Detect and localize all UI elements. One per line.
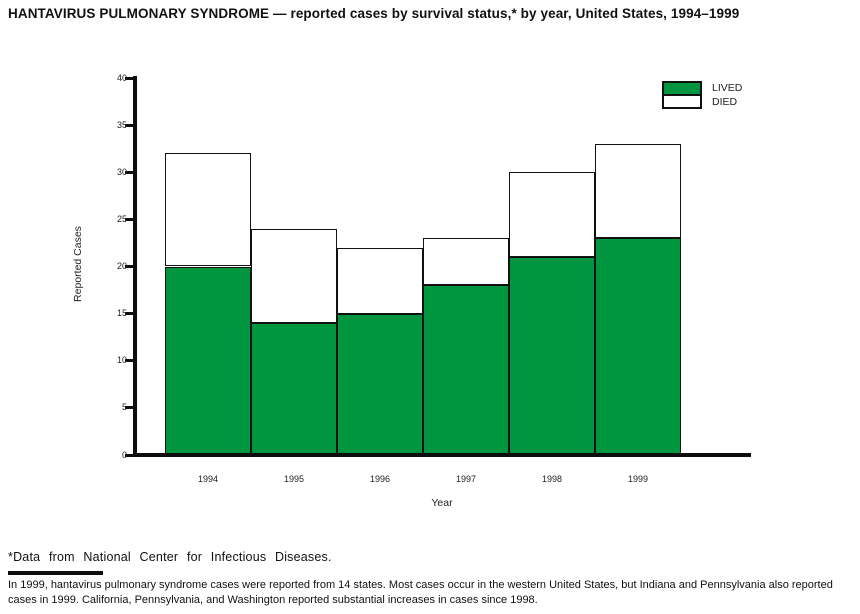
bar-1999-lived	[595, 238, 681, 455]
y-axis-tick-label: 0	[121, 449, 127, 460]
legend-label-died: DIED	[712, 96, 738, 108]
x-axis-tick-label: 1999	[627, 474, 649, 484]
y-axis-tick-label: 5	[121, 402, 127, 413]
bar-1994-died	[165, 153, 251, 267]
y-axis-tick-label: 10	[116, 355, 127, 366]
data-source-footnote: *Data from National Center for Infectiou…	[8, 550, 332, 564]
y-axis-tick-label: 20	[116, 261, 127, 271]
y-axis-tick-label: 25	[116, 213, 127, 224]
y-axis-tick	[125, 170, 133, 174]
y-axis-tick-label: 15	[116, 308, 127, 319]
editorial-note: In 1999, hantavirus pulmonary syndrome c…	[8, 579, 833, 606]
bar-1996-died	[337, 247, 423, 314]
bar-1997-lived	[423, 285, 509, 455]
bar-1998-lived	[509, 257, 595, 455]
y-axis-tick	[125, 406, 133, 410]
legend-swatch-died	[662, 94, 702, 109]
y-axis-label: Reported Cases	[72, 226, 84, 302]
y-axis-tick	[125, 76, 133, 80]
bar-1995-lived	[251, 323, 337, 455]
y-axis-tick-label: 40	[116, 72, 127, 83]
y-axis-tick	[125, 217, 133, 221]
bar-1998-died	[509, 172, 595, 258]
x-axis-tick-label: 1996	[369, 474, 391, 484]
y-axis-tick	[125, 359, 133, 363]
x-axis-tick-label: 1997	[455, 474, 477, 484]
bar-1997-died	[423, 238, 509, 286]
bar-1996-lived	[337, 313, 423, 455]
bar-1999-died	[595, 143, 681, 239]
bar-1994-lived	[165, 266, 251, 455]
legend-label-lived: LIVED	[712, 82, 743, 94]
legend: LIVED DIED	[662, 81, 792, 111]
chart-title: HANTAVIRUS PULMONARY SYNDROME — reported…	[8, 6, 740, 21]
y-axis-tick	[125, 312, 133, 316]
footnote-divider-rule	[8, 571, 103, 575]
bar-1995-died	[251, 228, 337, 324]
x-axis-tick-label: 1995	[283, 474, 305, 484]
plot-area: Reported Cases Year LIVED DIED 0 5 10 15 20 2…	[72, 72, 792, 509]
y-axis-tick-label: 35	[116, 119, 127, 130]
x-axis-line	[133, 453, 751, 457]
y-axis-tick	[125, 123, 133, 127]
x-axis-tick-label: 1994	[197, 474, 219, 484]
y-axis-tick	[125, 265, 133, 268]
x-axis-tick-label: 1998	[541, 474, 563, 484]
y-axis-line	[133, 76, 137, 457]
y-axis-tick-label: 30	[116, 166, 127, 177]
y-axis-tick	[125, 453, 133, 457]
x-axis-title: Year	[431, 497, 453, 509]
